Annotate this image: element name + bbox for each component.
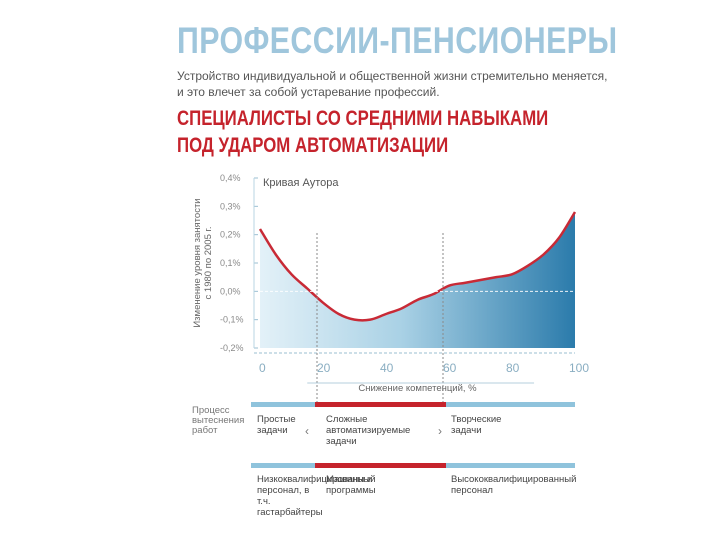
intro-line-1: Устройство индивидуальной и общественной… — [177, 69, 608, 83]
subtitle-line-2: ПОД УДАРОМ АВТОМАТИЗАЦИИ — [177, 134, 449, 157]
legend-bar-row1-segment-2 — [315, 402, 446, 407]
legend-bar-row2-segment-1 — [251, 463, 315, 468]
subtitle-line-1: СПЕЦИАЛИСТЫ СО СРЕДНИМИ НАВЫКАМИ — [177, 107, 549, 130]
y-tick-label: 0,4% — [220, 173, 241, 183]
x-tick-label: 20 — [317, 361, 331, 375]
area-fill — [260, 212, 575, 348]
arrow-right-icon: › — [438, 424, 442, 438]
legend-bar-row2-segment-3 — [446, 463, 575, 468]
legend-bar-row2-segment-2 — [315, 463, 446, 468]
x-tick-label: 100 — [569, 361, 589, 375]
y-tick-label: -0,2% — [220, 343, 244, 353]
autor-curve-line — [258, 211, 577, 322]
y-tick-label: -0,1% — [220, 315, 244, 325]
legend-bar-row1-segment-3 — [446, 402, 575, 407]
chart-title: Кривая Аутора — [263, 177, 339, 189]
x-tick-label: 0 — [259, 361, 266, 375]
y-tick-label: 0,1% — [220, 258, 241, 268]
x-tick-label: 80 — [506, 361, 520, 375]
process-label: Процесс вытеснения работ — [192, 406, 250, 436]
intro-line-2: и это влечет за собой устаревание профес… — [177, 85, 440, 99]
page-title: ПРОФЕССИИ-ПЕНСИОНЕРЫ — [177, 20, 618, 61]
legend-row2-item-1: Низкоквалифицированный персонал, в т.ч. … — [257, 474, 376, 518]
legend-row1-item-2: Сложные автоматизируемые задачи — [326, 414, 411, 447]
arrow-left-icon: ‹ — [305, 424, 309, 438]
y-tick-label: 0,2% — [220, 230, 241, 240]
legend-row1-item-3: Творческие задачи — [451, 414, 502, 436]
y-tick-label: 0,0% — [220, 286, 241, 296]
legend-row2-item-3: Высококвалифицированный персонал — [451, 474, 577, 496]
x-tick-label: 40 — [380, 361, 394, 375]
x-tick-label: 60 — [443, 361, 457, 375]
x-axis-label: Снижение компетенций, % — [358, 383, 477, 394]
legend-row1-item-1: Простые задачи — [257, 414, 296, 436]
legend-bar-row1-segment-1 — [251, 402, 315, 407]
y-tick-label: 0,3% — [220, 201, 241, 211]
process-label-text: Процесс вытеснения работ — [192, 405, 245, 436]
autor-curve-chart: 0,4% 0,3% 0,2% 0,1% 0,0% -0,1% -0,2% Кривая Аут… — [220, 173, 589, 403]
legend-row2-item-2: Машины и программы — [326, 474, 376, 496]
